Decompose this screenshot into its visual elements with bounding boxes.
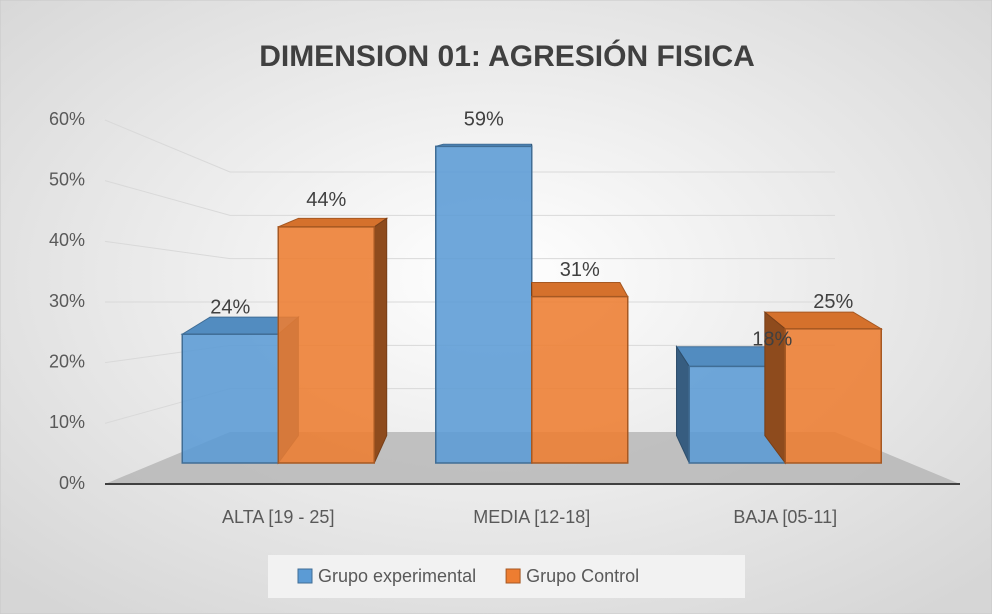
y-tick-label: 40% bbox=[49, 230, 85, 250]
y-tick-label: 10% bbox=[49, 412, 85, 432]
data-label: 25% bbox=[813, 291, 853, 313]
data-label: 44% bbox=[306, 189, 346, 211]
y-tick-label: 30% bbox=[49, 291, 85, 311]
bar bbox=[784, 328, 882, 464]
bar-side bbox=[373, 217, 388, 464]
x-tick-label: MEDIA [12-18] bbox=[473, 507, 590, 527]
chart-title: DIMENSION 01: AGRESIÓN FISICA bbox=[259, 39, 755, 73]
y-tick-label: 50% bbox=[49, 169, 85, 189]
data-label: 24% bbox=[210, 296, 250, 318]
x-tick-label: BAJA [05-11] bbox=[733, 507, 837, 527]
data-label: 18% bbox=[752, 329, 792, 351]
data-label: 59% bbox=[464, 109, 504, 131]
grid-line bbox=[104, 119, 835, 173]
legend-swatch bbox=[505, 568, 521, 584]
bar-top bbox=[531, 282, 629, 298]
legend-label: Grupo experimental bbox=[318, 566, 476, 586]
bar-top bbox=[278, 217, 389, 228]
bar bbox=[435, 145, 533, 464]
grid-line bbox=[104, 240, 835, 260]
bar bbox=[531, 295, 629, 464]
y-tick-label: 0% bbox=[59, 473, 85, 493]
legend-label: Grupo Control bbox=[526, 566, 639, 586]
y-tick-label: 20% bbox=[49, 351, 85, 371]
grid-line bbox=[104, 180, 835, 216]
x-tick-label: ALTA [19 - 25] bbox=[222, 507, 334, 527]
bar bbox=[181, 333, 279, 464]
bar bbox=[277, 226, 375, 464]
data-label: 31% bbox=[560, 259, 600, 281]
legend-swatch bbox=[297, 568, 313, 584]
y-tick-label: 60% bbox=[49, 109, 85, 129]
